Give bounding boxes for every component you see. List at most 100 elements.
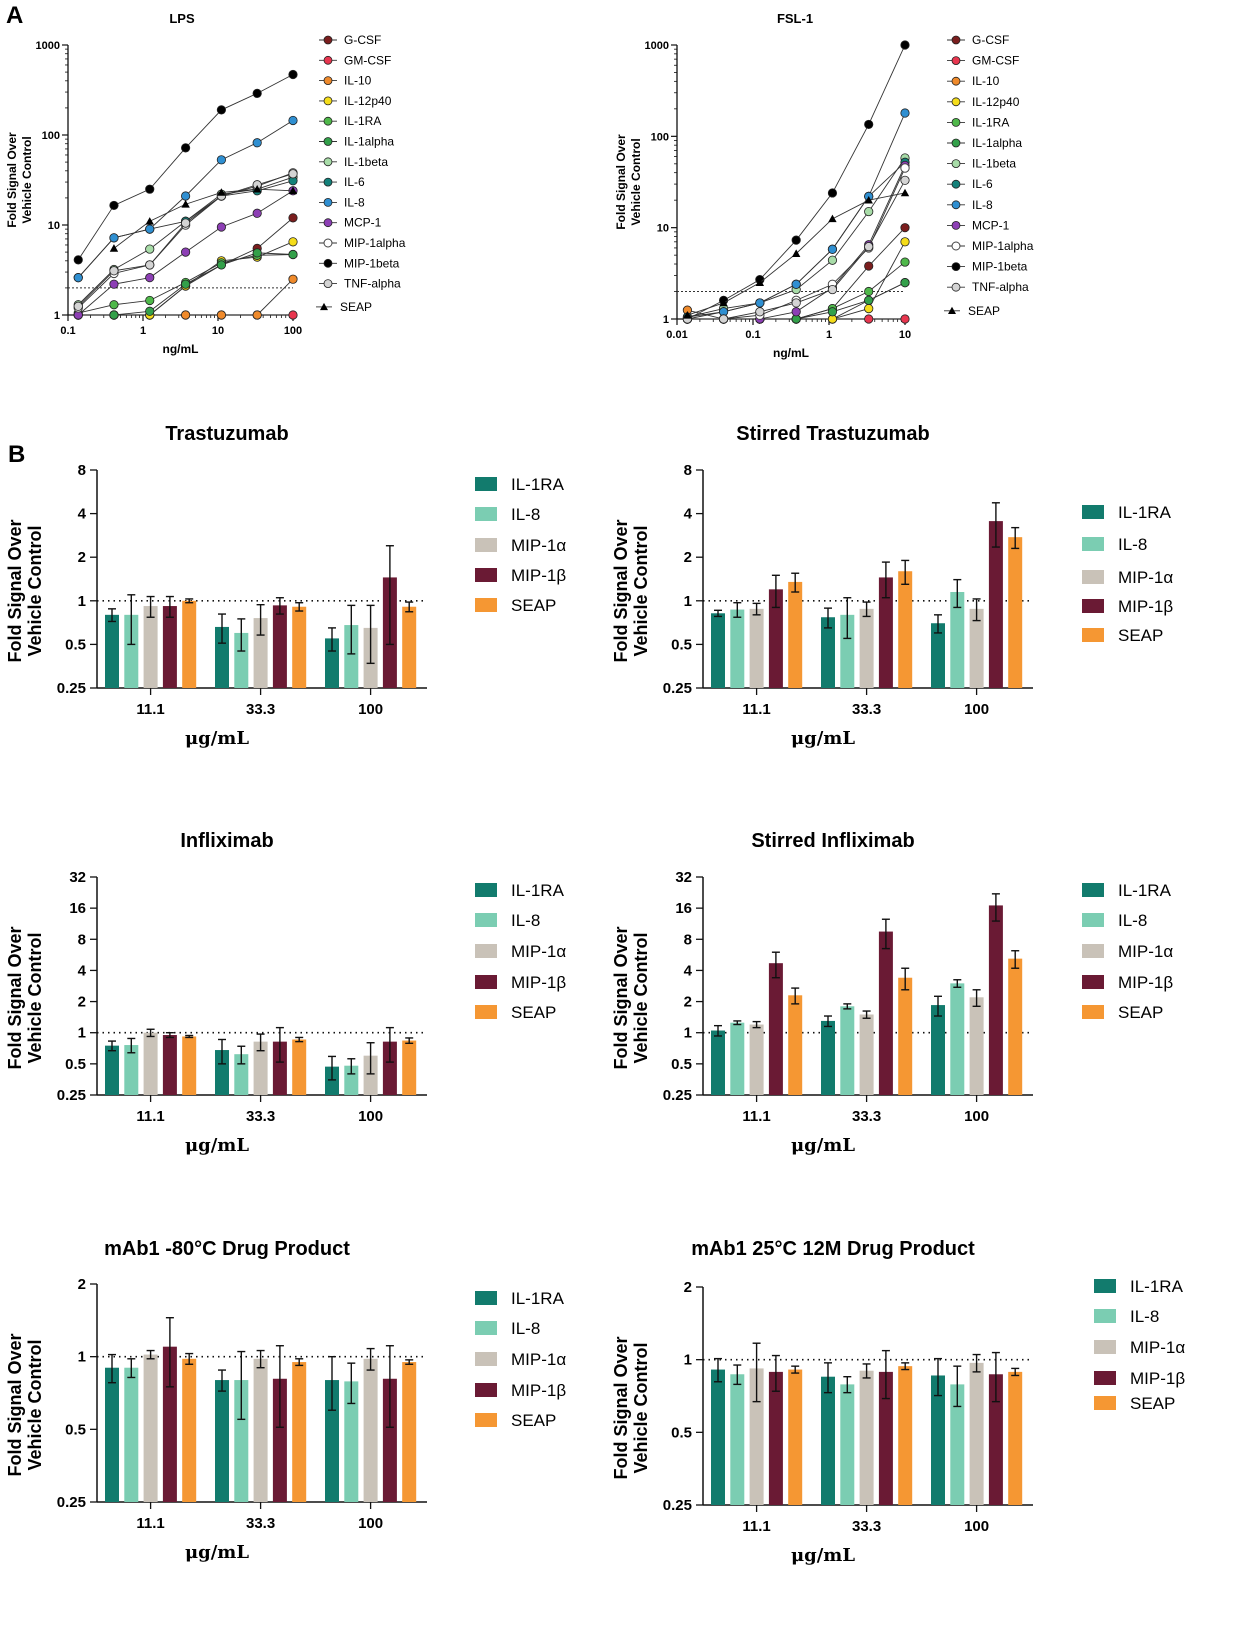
legend-label: MCP-1 xyxy=(344,216,382,230)
marker-circle xyxy=(252,248,262,258)
x-tick-label: 33.3 xyxy=(852,1108,881,1125)
panel-b-label: B xyxy=(8,441,25,468)
marker-circle xyxy=(827,188,838,198)
legend-item-il-8: IL-8 xyxy=(1082,911,1147,930)
bar-seap xyxy=(402,1040,417,1095)
bar-mip-1 xyxy=(382,1041,397,1095)
y-tick-label: 8 xyxy=(684,462,692,479)
legend-label: IL-8 xyxy=(1118,535,1147,554)
bar-mip-1 xyxy=(143,606,158,688)
marker-circle xyxy=(900,40,910,50)
legend-item-il-1ra: IL-1RA xyxy=(475,881,565,900)
marker-circle xyxy=(288,169,298,179)
y-tick-label: 2 xyxy=(78,1276,86,1293)
bar-il-8 xyxy=(730,609,745,688)
marker-circle xyxy=(951,282,961,292)
marker-circle xyxy=(323,177,333,187)
legend-label: IL-10 xyxy=(972,74,1000,88)
marker-circle xyxy=(900,175,910,185)
y-tick-label: 0.5 xyxy=(671,1056,692,1073)
y-axis-label: Fold Signal OverVehicle Control xyxy=(5,519,45,662)
series-mip-1beta xyxy=(73,69,298,265)
legend-swatch xyxy=(475,538,497,552)
legend-item-mcp-1: MCP-1 xyxy=(319,216,382,230)
legend-swatch xyxy=(1094,1279,1116,1293)
chart-title: LPS xyxy=(169,11,195,26)
marker-circle xyxy=(323,157,333,167)
bar-mip-1 xyxy=(363,1358,378,1502)
marker-circle xyxy=(323,96,333,106)
bar-mip-1 xyxy=(162,1035,177,1095)
bar-mip-1 xyxy=(253,1041,268,1095)
y-tick-label: 100 xyxy=(651,131,669,143)
bar-il-1ra xyxy=(821,1376,835,1505)
legend-item-seap: SEAP xyxy=(475,596,556,615)
legend-item-mip-1: MIP-1α xyxy=(1082,568,1173,587)
legend-label: IL-1RA xyxy=(511,881,565,900)
marker-circle xyxy=(864,286,874,297)
legend-item-mip-1: MIP-1β xyxy=(1094,1369,1185,1388)
marker-circle xyxy=(216,310,226,320)
y-tick-label: 2 xyxy=(684,549,692,566)
legend-label: IL-8 xyxy=(972,198,993,212)
y-tick-label: 0.5 xyxy=(671,636,692,653)
series-line xyxy=(113,188,294,249)
marker-circle xyxy=(216,260,226,270)
y-tick-label: 2 xyxy=(684,994,692,1011)
legend-item-il-1ra: IL-1RA xyxy=(1094,1277,1184,1296)
marker-triangle xyxy=(900,188,910,197)
y-axis-label: Fold Signal OverVehicle Control xyxy=(5,926,45,1069)
legend-label: IL-1RA xyxy=(1130,1277,1184,1296)
marker-circle xyxy=(951,118,961,127)
y-axis-label: Fold Signal OverVehicle Control xyxy=(5,1333,45,1476)
bar-seap xyxy=(788,1369,803,1505)
marker-circle xyxy=(109,279,119,289)
x-tick-label: 100 xyxy=(358,1515,383,1532)
bar-seap xyxy=(898,571,913,688)
bar-mip-1 xyxy=(272,605,287,688)
legend-item-il-1beta: IL-1beta xyxy=(319,155,388,169)
x-tick-label: 11.1 xyxy=(742,701,770,718)
legend-item-mip-1: MIP-1α xyxy=(1094,1338,1185,1357)
marker-circle xyxy=(900,278,910,288)
legend-label: TNF-alpha xyxy=(972,280,1029,294)
bar-mip-1 xyxy=(749,1024,764,1095)
bar-il-1ra xyxy=(325,1066,339,1095)
legend-label: MIP-1α xyxy=(511,942,566,961)
x-axis-label: ng/mL xyxy=(773,346,809,360)
y-tick-label: 16 xyxy=(675,900,692,917)
legend-label: MIP-1β xyxy=(1118,973,1173,992)
marker-circle xyxy=(755,307,765,317)
marker-circle xyxy=(181,191,191,201)
x-tick-label: 11.1 xyxy=(136,1108,164,1125)
legend-item-tnf-alpha: TNF-alpha xyxy=(947,280,1029,294)
marker-triangle xyxy=(755,278,765,287)
bar-mip-1 xyxy=(162,606,177,688)
marker-triangle xyxy=(683,311,692,319)
bar-seap xyxy=(292,606,307,688)
y-tick-label: 8 xyxy=(684,931,692,948)
legend-label: MIP-1α xyxy=(1130,1338,1185,1357)
legend-item-il-1ra: IL-1RA xyxy=(319,114,381,128)
y-tick-label: 1 xyxy=(684,593,692,610)
legend-swatch xyxy=(475,477,497,491)
y-axis-label: Fold Signal OverVehicle Control xyxy=(611,926,651,1069)
legend-label: IL-8 xyxy=(511,1319,540,1338)
marker-circle xyxy=(145,244,155,254)
legend-item-il-1ra: IL-1RA xyxy=(947,115,1009,129)
marker-circle xyxy=(827,307,838,317)
y-tick-label: 0.25 xyxy=(57,1494,86,1511)
bar-seap xyxy=(182,1036,197,1095)
bar-mip-1 xyxy=(859,608,874,688)
x-tick-label: 100 xyxy=(358,1108,383,1125)
y-tick-label: 8 xyxy=(78,931,86,948)
legend-swatch xyxy=(475,913,497,927)
legend-label: SEAP xyxy=(340,300,372,314)
y-tick-label: 2 xyxy=(78,994,86,1011)
bar-il-1ra xyxy=(711,1369,725,1505)
legend-label: G-CSF xyxy=(344,33,381,47)
y-tick-label: 0.25 xyxy=(57,1087,86,1104)
legend-label: IL-1RA xyxy=(511,1289,565,1308)
legend-item-mcp-1: MCP-1 xyxy=(947,218,1010,232)
